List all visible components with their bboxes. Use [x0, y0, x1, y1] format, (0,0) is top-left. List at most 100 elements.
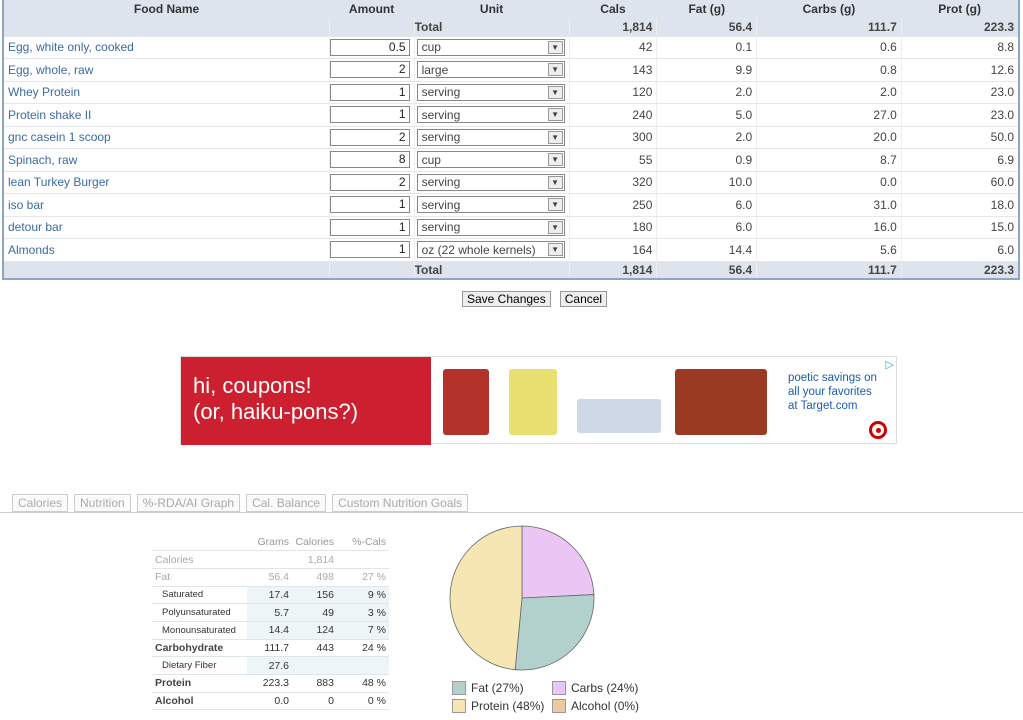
col-header[interactable]: Amount: [329, 0, 415, 18]
total-label: Total: [414, 18, 570, 37]
grams-cell: [247, 550, 292, 569]
tab-calories[interactable]: Calories: [12, 494, 69, 512]
unit-value: serving: [421, 130, 461, 145]
total-value: 111.7: [756, 18, 902, 37]
ad-banner[interactable]: hi, coupons! (or, haiku-pons?) poetic sav…: [180, 356, 897, 445]
grams-cell: 56.4: [247, 568, 292, 587]
unit-select[interactable]: serving ▼: [416, 128, 565, 146]
prot-cell: 50.0: [901, 126, 1020, 149]
unit-select[interactable]: serving ▼: [416, 83, 565, 101]
chevron-down-icon[interactable]: ▼: [547, 85, 563, 99]
chevron-down-icon[interactable]: ▼: [547, 108, 563, 122]
unit-select[interactable]: cup ▼: [416, 151, 565, 169]
total-value: 223.3: [901, 261, 1020, 280]
col-header[interactable]: Unit: [414, 0, 570, 18]
fat-cell: 5.0: [656, 103, 758, 127]
food-name-link[interactable]: Protein shake II: [3, 103, 330, 127]
prot-cell: 6.0: [901, 238, 1020, 262]
food-name-link[interactable]: detour bar: [3, 216, 330, 239]
chevron-down-icon[interactable]: ▼: [547, 220, 563, 234]
chevron-down-icon[interactable]: ▼: [547, 153, 563, 167]
save-changes-button[interactable]: Save Changes: [462, 291, 551, 307]
nutrient-label: Protein: [152, 674, 247, 693]
product-image: [577, 399, 661, 433]
amount-input[interactable]: 1: [329, 218, 410, 236]
legend-label: Alcohol (0%): [571, 699, 640, 713]
calories-cell: 883: [292, 674, 337, 693]
amount-input[interactable]: 2: [329, 128, 410, 146]
unit-select[interactable]: serving ▼: [416, 106, 565, 124]
calories-cell: 0: [292, 692, 337, 711]
cancel-button[interactable]: Cancel: [559, 291, 608, 307]
macro-pie-chart: [449, 525, 595, 671]
food-name-link[interactable]: lean Turkey Burger: [3, 171, 330, 194]
food-name-link[interactable]: iso bar: [3, 193, 330, 217]
tab-custom-nutrition-goals[interactable]: Custom Nutrition Goals: [332, 494, 469, 512]
amount-input[interactable]: 8: [329, 151, 410, 169]
food-name-link[interactable]: Spinach, raw: [3, 148, 330, 172]
food-name-link[interactable]: Egg, white only, cooked: [3, 36, 330, 59]
food-name-link[interactable]: Whey Protein: [3, 81, 330, 104]
tab-nutrition[interactable]: Nutrition: [74, 494, 131, 512]
total-label: Total: [414, 261, 570, 280]
unit-value: serving: [421, 175, 461, 190]
carbs-cell: 16.0: [756, 216, 902, 239]
food-row: gnc casein 1 scoop 2 serving ▼ 300 2.0 20…: [3, 126, 1020, 149]
target-logo-icon: [869, 421, 887, 439]
food-row: Whey Protein 1 serving ▼ 120 2.0 2.0 23.0: [3, 81, 1020, 104]
legend-swatch: [452, 699, 466, 713]
col-header[interactable]: Cals: [569, 0, 657, 18]
col-header[interactable]: Fat (g): [656, 0, 757, 18]
amount-input[interactable]: 2: [329, 61, 410, 79]
fat-cell: 0.1: [656, 36, 758, 59]
tab--rda-ai-graph[interactable]: %-RDA/AI Graph: [136, 494, 241, 512]
total-value: 223.3: [901, 18, 1020, 37]
amount-input[interactable]: 2: [329, 173, 410, 191]
unit-select[interactable]: serving ▼: [416, 218, 565, 236]
legend-swatch: [552, 681, 566, 695]
unit-select[interactable]: serving ▼: [416, 173, 565, 191]
carbs-cell: 0.6: [756, 36, 902, 59]
fat-cell: 10.0: [656, 171, 758, 194]
cals-cell: 42: [569, 36, 658, 59]
chevron-down-icon[interactable]: ▼: [547, 63, 563, 77]
tab-cal-balance[interactable]: Cal. Balance: [246, 494, 327, 512]
fat-cell: 6.0: [656, 193, 758, 217]
unit-select[interactable]: oz (22 whole kernels) ▼: [416, 241, 565, 259]
carbs-cell: 2.0: [756, 81, 902, 104]
col-header: %-Cals: [337, 533, 389, 552]
unit-value: serving: [421, 197, 461, 212]
col-header[interactable]: Food Name: [3, 0, 330, 18]
chevron-down-icon[interactable]: ▼: [547, 198, 563, 212]
chevron-down-icon[interactable]: ▼: [547, 243, 563, 257]
amount-input[interactable]: 1: [329, 196, 410, 214]
chevron-down-icon[interactable]: ▼: [547, 130, 563, 144]
grams-cell: 27.6: [247, 656, 292, 675]
unit-select[interactable]: large ▼: [416, 61, 565, 79]
ad-headline: hi, coupons!: [193, 373, 312, 398]
carbs-cell: 5.6: [756, 238, 902, 262]
fat-cell: 9.9: [656, 58, 758, 82]
food-name-link[interactable]: Egg, whole, raw: [3, 58, 330, 82]
food-name-link[interactable]: gnc casein 1 scoop: [3, 126, 330, 149]
amount-input[interactable]: 0.5: [329, 38, 410, 56]
carbs-cell: 27.0: [756, 103, 902, 127]
chevron-down-icon[interactable]: ▼: [547, 175, 563, 189]
amount-input[interactable]: 1: [329, 241, 410, 259]
amount-input[interactable]: 1: [329, 83, 410, 101]
adchoices-icon[interactable]: ▷: [885, 359, 894, 371]
pct-cell: 27 %: [337, 568, 389, 587]
chevron-down-icon[interactable]: ▼: [547, 40, 563, 54]
amount-input[interactable]: 1: [329, 106, 410, 124]
unit-select[interactable]: cup ▼: [416, 38, 565, 56]
unit-select[interactable]: serving ▼: [416, 196, 565, 214]
col-header[interactable]: Prot (g): [901, 0, 1019, 18]
total-value: 56.4: [656, 261, 758, 280]
nutrient-row: Saturated 17.4 156 9 %: [152, 586, 389, 605]
nutrient-row: Fat 56.4 498 27 %: [152, 568, 389, 587]
col-header[interactable]: Carbs (g): [756, 0, 902, 18]
nutrient-row: Protein 223.3 883 48 %: [152, 674, 389, 693]
nutrient-row: Monounsaturated 14.4 124 7 %: [152, 621, 389, 640]
food-name-link[interactable]: Almonds: [3, 238, 330, 262]
nutrient-row: Polyunsaturated 5.7 49 3 %: [152, 603, 389, 622]
